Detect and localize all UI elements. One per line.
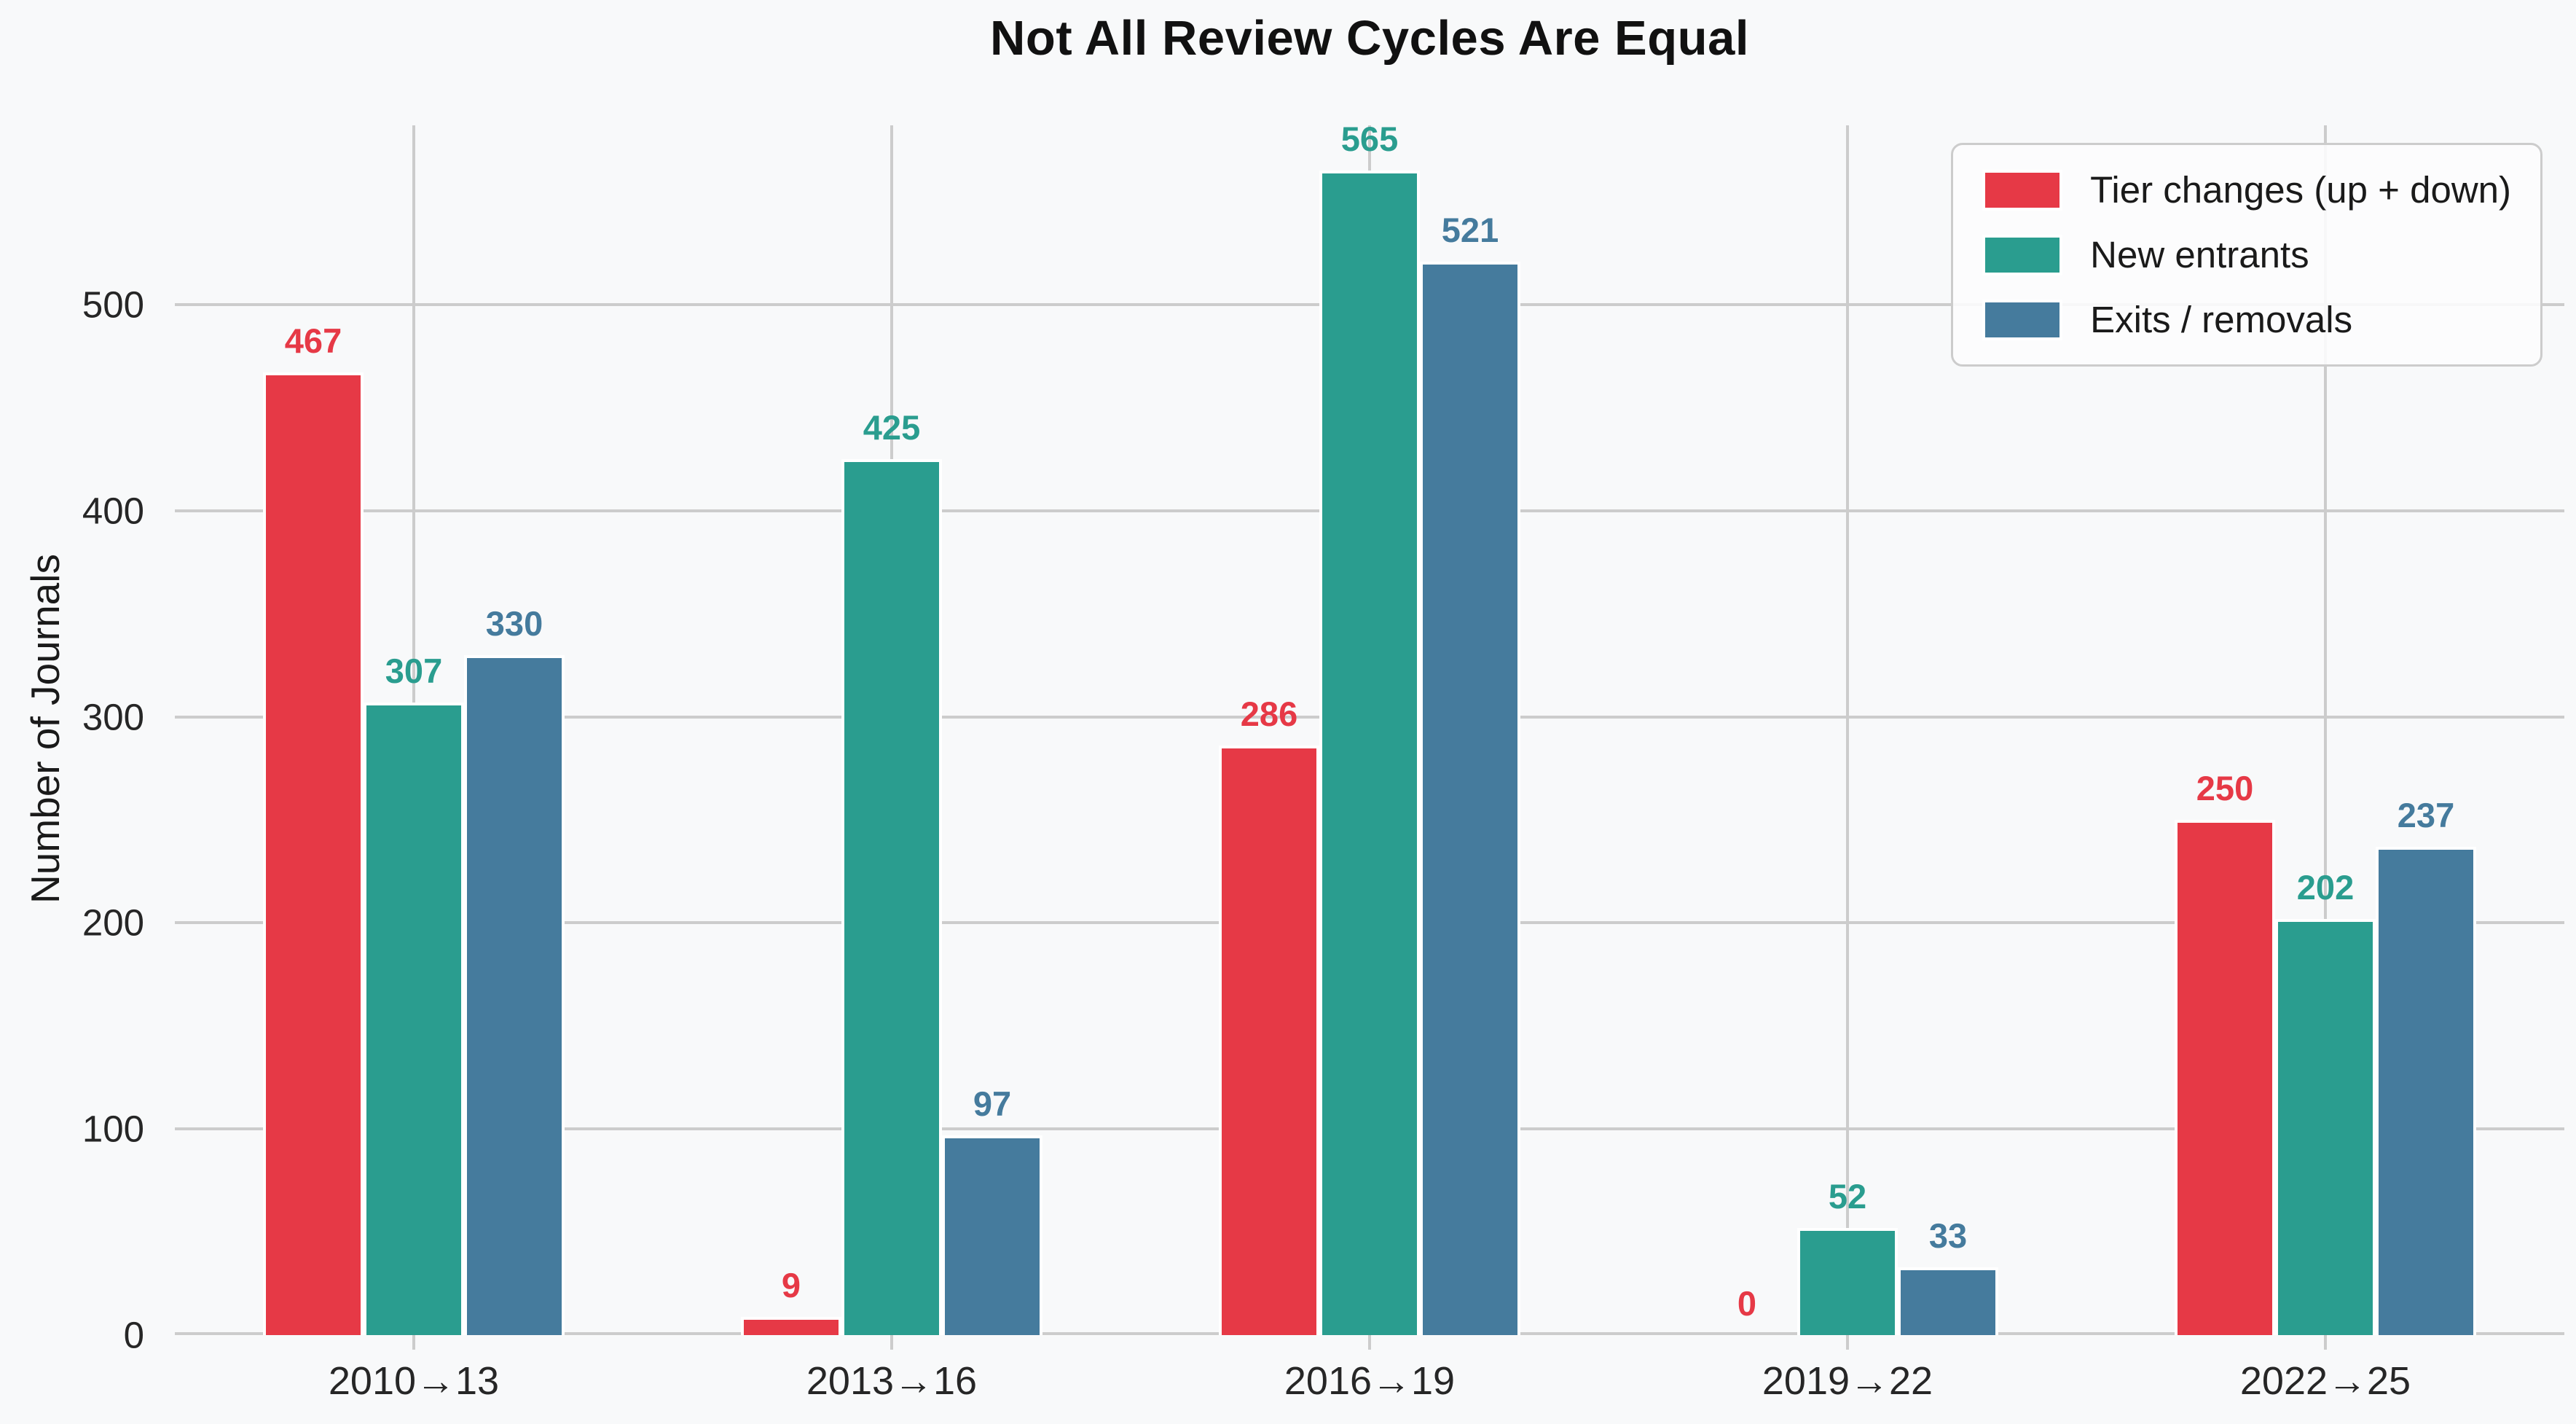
bar-value-label: 521 — [1441, 210, 1499, 249]
bar-value-label: 0 — [1737, 1284, 1757, 1323]
bar-new-entrants-2 — [1319, 171, 1420, 1335]
bar-new-entrants-4 — [2275, 918, 2376, 1335]
legend-item: New entrants — [1982, 233, 2511, 276]
y-tick-label: 300 — [82, 696, 144, 738]
bar-exits-removals-0 — [464, 654, 565, 1335]
bar-value-label: 425 — [863, 408, 921, 447]
y-axis-label: Number of Journals — [23, 554, 68, 904]
bar-tier-changes-up-down-1 — [741, 1316, 841, 1335]
x-tick-label: 2010→13 — [328, 1359, 500, 1403]
x-tick-label: 2019→22 — [1762, 1359, 1933, 1403]
bar-exits-removals-1 — [942, 1135, 1042, 1335]
y-tick-label: 100 — [82, 1108, 144, 1150]
legend-swatch-icon — [1982, 299, 2063, 340]
y-tick-label: 400 — [82, 490, 144, 532]
bar-value-label: 286 — [1240, 695, 1298, 734]
bar-value-label: 467 — [284, 321, 342, 361]
x-gridline — [2324, 125, 2327, 1350]
bar-value-label: 250 — [2196, 769, 2254, 808]
chart-title: Not All Review Cycles Are Equal — [990, 11, 1749, 66]
bar-value-label: 330 — [485, 603, 543, 643]
bar-value-label: 307 — [385, 651, 443, 690]
legend-label: New entrants — [2090, 234, 2309, 275]
bar-value-label: 202 — [2296, 867, 2355, 907]
bar-new-entrants-1 — [841, 459, 942, 1335]
y-tick-label: 0 — [123, 1314, 144, 1356]
legend-item: Exits / removals — [1982, 298, 2511, 341]
bar-value-label: 97 — [973, 1084, 1012, 1123]
legend-label: Tier changes (up + down) — [2090, 169, 2511, 211]
x-tick-label: 2016→19 — [1284, 1359, 1456, 1403]
bar-value-label: 52 — [1828, 1176, 1867, 1216]
legend-swatch-icon — [1982, 234, 2063, 275]
plot-area: 0 100 200 300 400 500 2010→13 2013→16 2016→19 201… — [82, 120, 2564, 1403]
x-gridline — [1846, 125, 1849, 1350]
x-tick-label: 2013→16 — [806, 1359, 978, 1403]
bar-exits-removals-2 — [1420, 261, 1520, 1335]
bar-new-entrants-3 — [1797, 1227, 1898, 1335]
bar-tier-changes-up-down-2 — [1219, 746, 1319, 1335]
legend: Tier changes (up + down) New entrants Exit… — [1951, 143, 2542, 367]
bar-value-label: 565 — [1340, 120, 1399, 159]
bar-tier-changes-up-down-0 — [263, 372, 364, 1335]
legend-item: Tier changes (up + down) — [1982, 168, 2511, 211]
y-tick-label: 500 — [82, 283, 144, 326]
y-tick-label: 200 — [82, 901, 144, 944]
bar-new-entrants-0 — [364, 702, 464, 1335]
bar-value-label: 9 — [781, 1265, 801, 1304]
legend-label: Exits / removals — [2090, 299, 2353, 340]
bar-tier-changes-up-down-4 — [2175, 820, 2275, 1335]
x-tick-label: 2022→25 — [2239, 1359, 2411, 1403]
legend-swatch-icon — [1982, 169, 2063, 211]
bar-exits-removals-4 — [2376, 846, 2476, 1335]
bar-exits-removals-3 — [1898, 1267, 1998, 1335]
bar-value-label: 237 — [2397, 795, 2455, 834]
bar-value-label: 33 — [1928, 1216, 1968, 1255]
